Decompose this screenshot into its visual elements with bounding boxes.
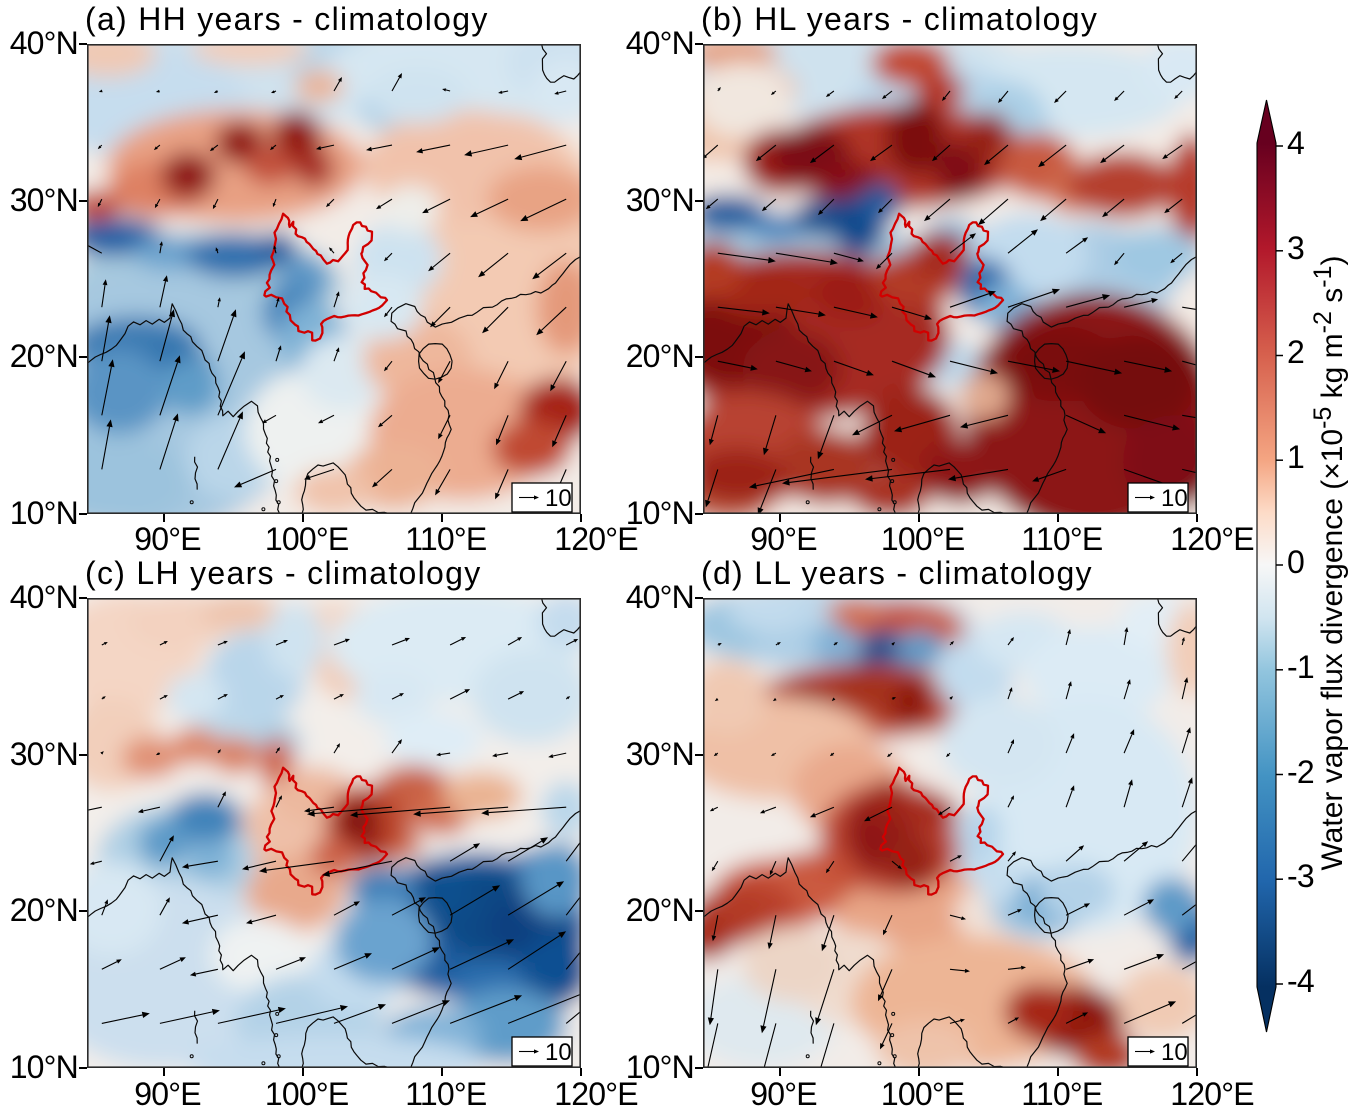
svg-text:10: 10: [1161, 1039, 1188, 1066]
svg-text:10: 10: [545, 1039, 572, 1066]
svg-text:10: 10: [545, 485, 572, 512]
svg-text:10: 10: [1161, 485, 1188, 512]
